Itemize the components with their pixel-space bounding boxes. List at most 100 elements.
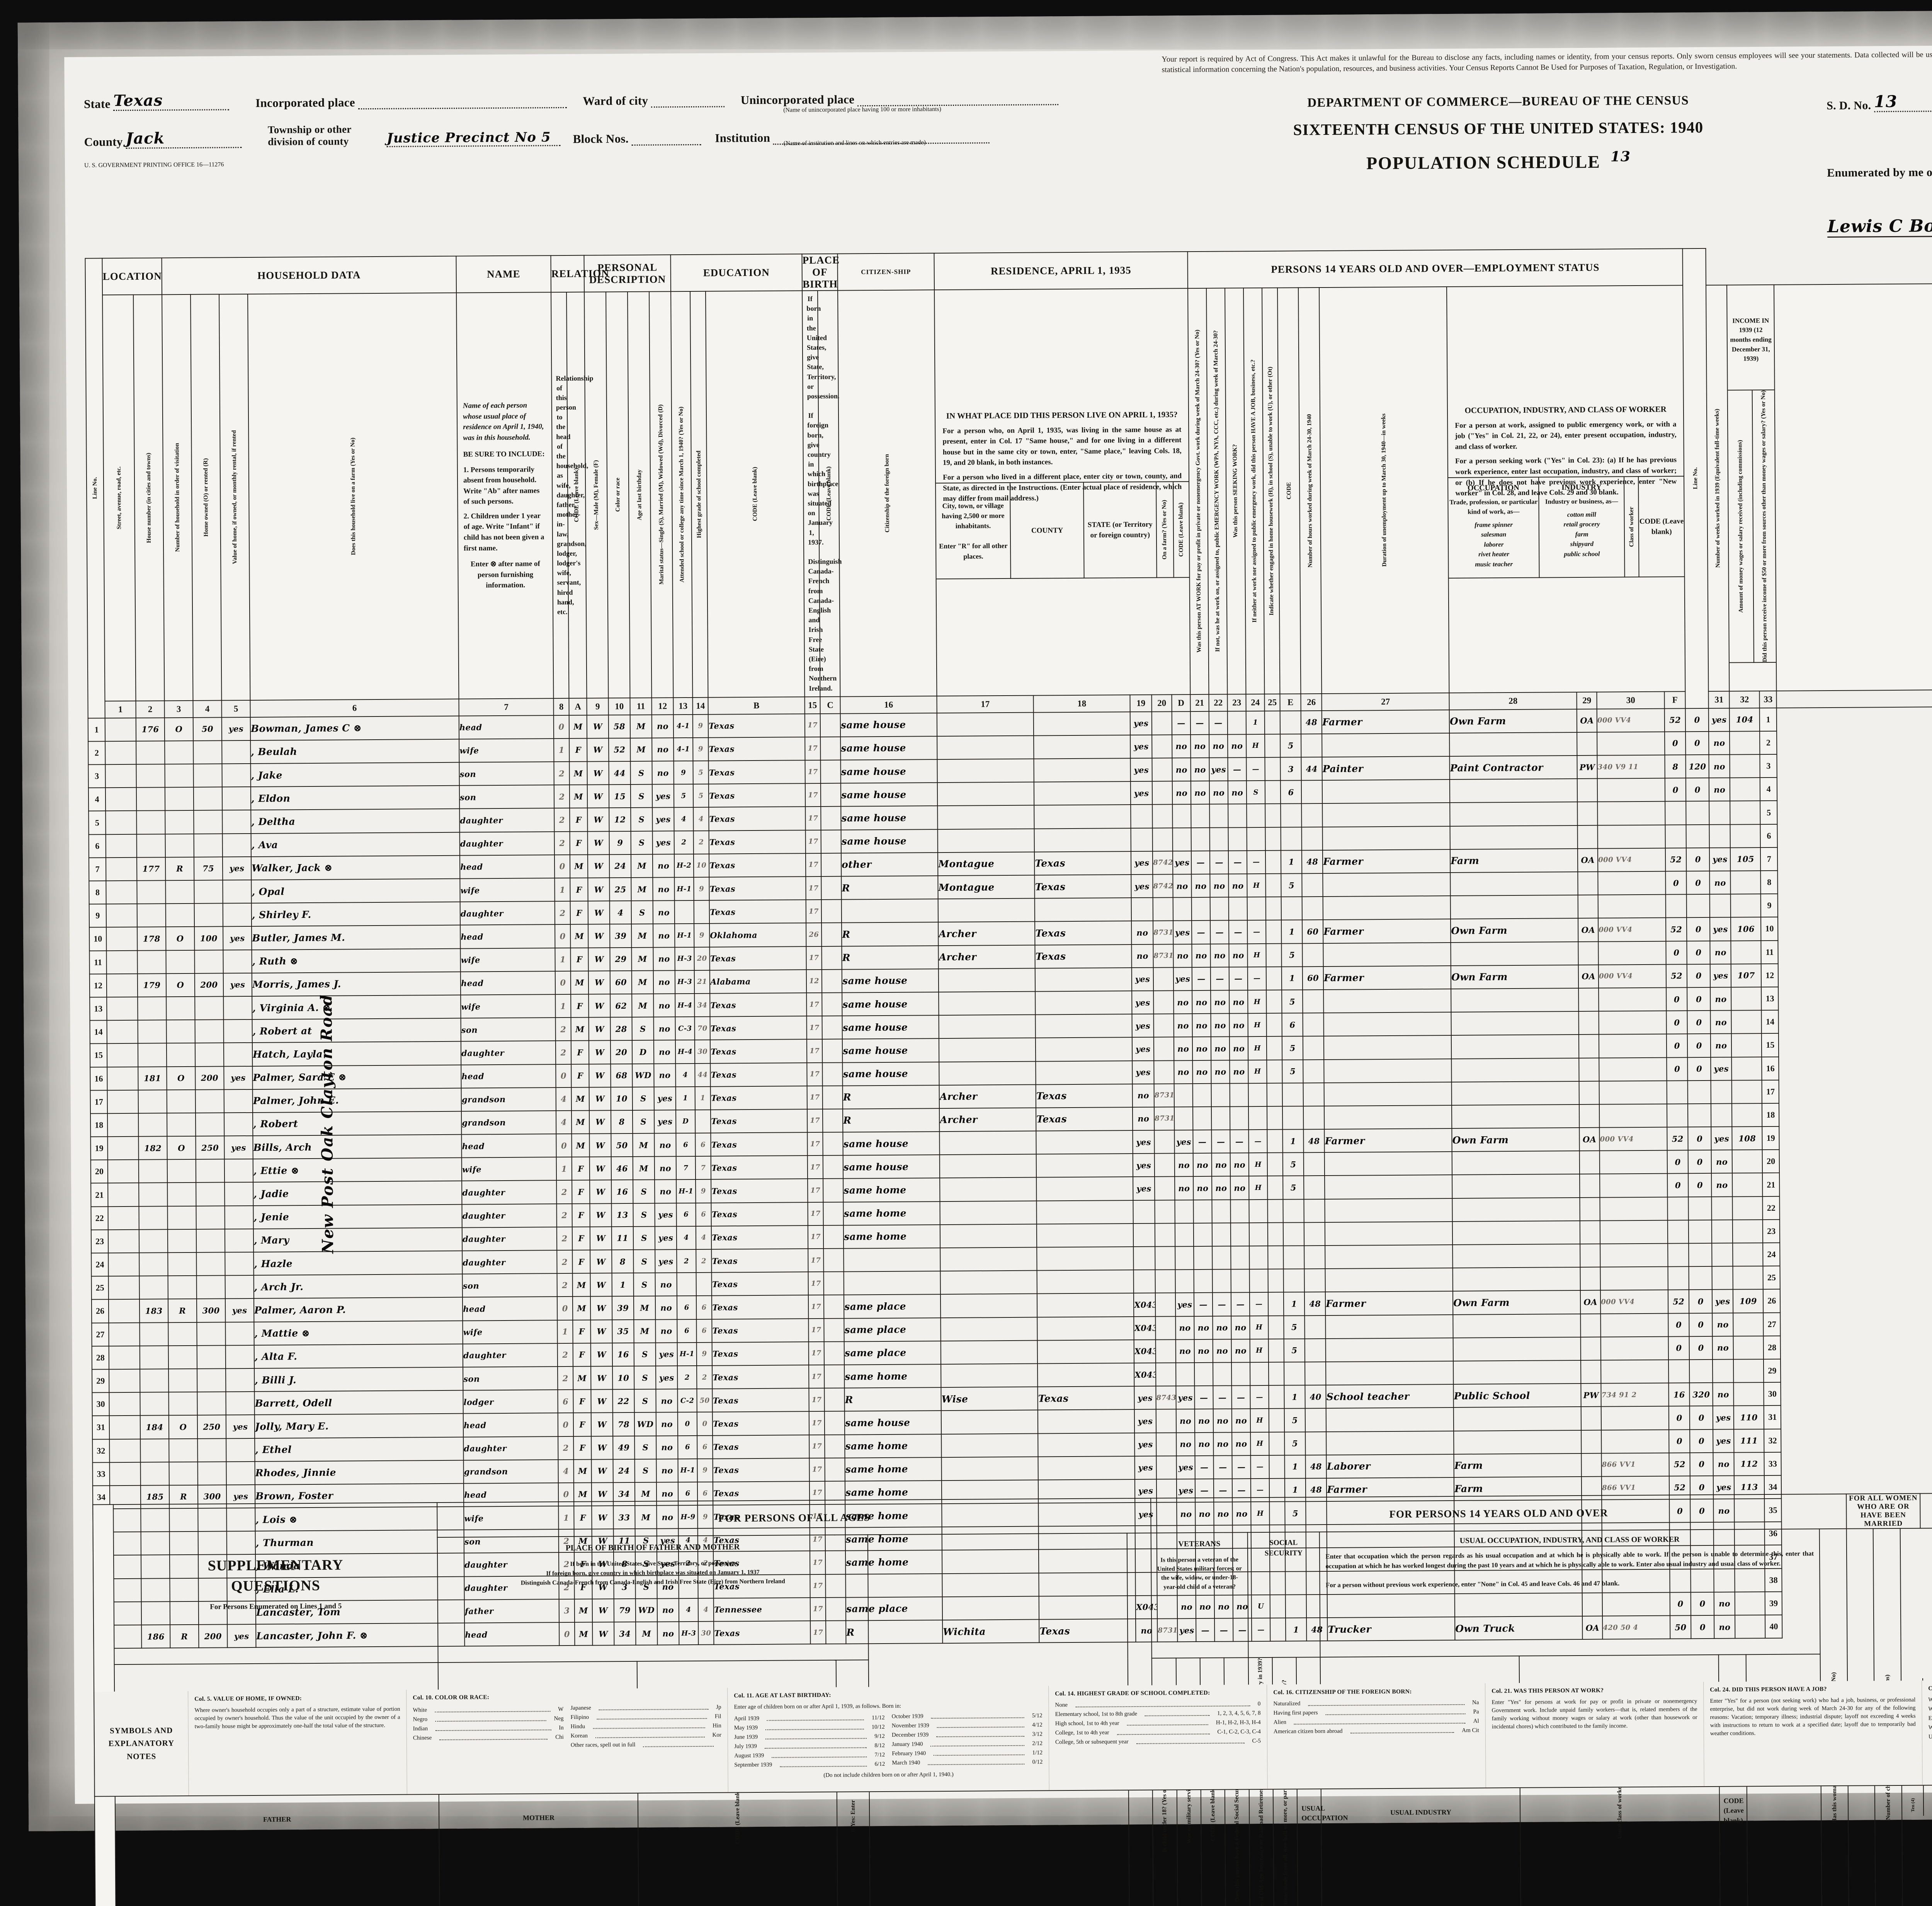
cell-mar[interactable]: S [631,831,653,854]
cell-bcode[interactable]: 17 [808,1225,824,1249]
cell-rel[interactable]: head [463,1413,558,1437]
cell-mar[interactable]: S [633,1110,655,1134]
cell-relcode[interactable]: 0 [556,1064,571,1087]
cell-occ[interactable]: Farmer [1324,1128,1452,1153]
cell-w31[interactable]: 0 [1665,778,1686,802]
cell-cit[interactable] [821,853,842,876]
cell-c23[interactable]: no [1209,734,1228,758]
cell-w32[interactable] [1687,1080,1711,1104]
cell-res19[interactable] [1037,1270,1134,1294]
cell-cit[interactable] [820,783,841,807]
cell-c22[interactable]: — [1194,1385,1213,1409]
cell-sex[interactable]: M [571,1110,590,1134]
cell-rel[interactable]: grandson [461,1087,556,1111]
cell-grade[interactable]: 4 [674,807,694,831]
cell-c21[interactable]: no [1173,874,1192,898]
cell-bcode[interactable]: 17 [808,1341,825,1365]
cell-cit[interactable] [824,1411,845,1435]
cell-w34[interactable] [1730,801,1760,825]
cell-relcode[interactable]: 1 [554,738,570,762]
cell-fcode[interactable] [1600,1313,1668,1337]
cell-ccode[interactable] [1265,827,1281,851]
cell-c21[interactable]: yes [1173,967,1192,991]
cell-birth[interactable]: Texas [711,1272,808,1296]
cell-sch[interactable]: no [652,761,674,785]
cell-bcode[interactable]: 17 [805,760,821,784]
cell-name[interactable]: Bills, Arch [253,1134,462,1159]
cell-street[interactable] [107,1067,138,1090]
cell-ccode[interactable] [1269,1455,1285,1479]
cell-res19[interactable] [1036,1060,1133,1085]
cell-rel[interactable]: wife [460,948,555,972]
cell-rel[interactable]: head [459,715,554,739]
cell-c22[interactable]: no [1190,757,1209,781]
cell-age[interactable]: 13 [611,1203,633,1227]
cell-w33[interactable] [1709,801,1730,825]
cell-farm[interactable]: yes [226,1415,255,1438]
cell-res18[interactable] [937,712,1034,736]
cell-res_code[interactable] [1152,804,1173,828]
cell-res20[interactable]: yes [1132,1014,1154,1038]
cell-birth[interactable]: Texas [711,1156,808,1180]
cell-value[interactable] [194,834,223,857]
cell-w34[interactable] [1730,778,1760,802]
cell-res20[interactable]: yes [1130,758,1152,782]
cell-edcode[interactable]: 4 [693,807,709,831]
cell-bcode[interactable]: 17 [806,853,821,877]
cell-own[interactable] [165,880,194,904]
cell-c23[interactable]: no [1211,1060,1230,1084]
cell-sch[interactable]: no [653,994,675,1017]
cell-bcode[interactable]: 17 [805,783,821,807]
cell-street[interactable] [105,741,136,765]
cell-c25[interactable]: 1 [1246,711,1265,735]
cell-ind[interactable] [1451,1081,1580,1105]
cell-street[interactable] [105,811,137,834]
cell-own[interactable]: O [166,973,195,997]
cell-res20[interactable]: yes [1134,1433,1156,1456]
cell-rel[interactable]: lodger [463,1390,558,1414]
cell-cls[interactable]: OA [1577,709,1597,732]
cell-own[interactable]: O [168,1415,198,1439]
cell-res_code[interactable]: 8731 [1153,944,1173,968]
cell-bcode[interactable]: 17 [806,992,822,1016]
cell-birth[interactable]: Texas [709,876,806,900]
cell-w31[interactable] [1667,1104,1688,1127]
cell-rel[interactable]: daughter [459,831,554,856]
cell-relcode[interactable]: 4 [556,1087,572,1111]
cell-c22[interactable]: — [1190,711,1209,735]
cell-grade[interactable]: 0 [677,1412,697,1436]
cell-ccode[interactable] [1267,1083,1283,1106]
cell-bcode[interactable]: 12 [806,969,822,993]
cell-cit[interactable] [823,1295,844,1319]
cell-w31[interactable] [1668,1360,1690,1383]
cell-age[interactable]: 22 [612,1389,634,1413]
cell-farm[interactable] [224,1112,253,1136]
cell-own[interactable] [168,1392,197,1416]
cell-mar[interactable]: S [632,1017,654,1041]
cell-occ[interactable] [1326,1431,1454,1455]
cell-name[interactable]: , Ethel [255,1437,464,1462]
cell-res18[interactable] [938,968,1036,992]
cell-birth[interactable]: Texas [711,1249,808,1273]
cell-cls[interactable] [1579,1058,1599,1081]
cell-cls[interactable] [1581,1406,1602,1430]
cell-res18[interactable] [940,1340,1038,1365]
cell-age[interactable]: 46 [611,1157,633,1180]
cell-c22[interactable]: no [1192,1013,1211,1037]
cell-edcode[interactable]: 50 [697,1389,713,1412]
cell-c24[interactable] [1228,804,1247,828]
cell-c23[interactable] [1211,1083,1230,1107]
cell-res19[interactable] [1035,1037,1133,1062]
cell-fcode[interactable] [1599,1081,1667,1104]
cell-street[interactable] [107,1020,138,1044]
cell-res18[interactable] [940,1201,1037,1225]
cell-name[interactable]: , Deltha [251,809,460,834]
cell-edcode[interactable]: 9 [694,924,710,947]
cell-c24[interactable]: no [1228,874,1247,897]
cell-mar[interactable]: S [633,1226,655,1250]
cell-rel[interactable]: head [462,1297,558,1321]
cell-relcode[interactable]: 2 [558,1436,574,1460]
cell-bcode[interactable]: 17 [805,830,821,854]
cell-street[interactable] [107,997,138,1021]
cell-own[interactable] [169,1462,198,1486]
